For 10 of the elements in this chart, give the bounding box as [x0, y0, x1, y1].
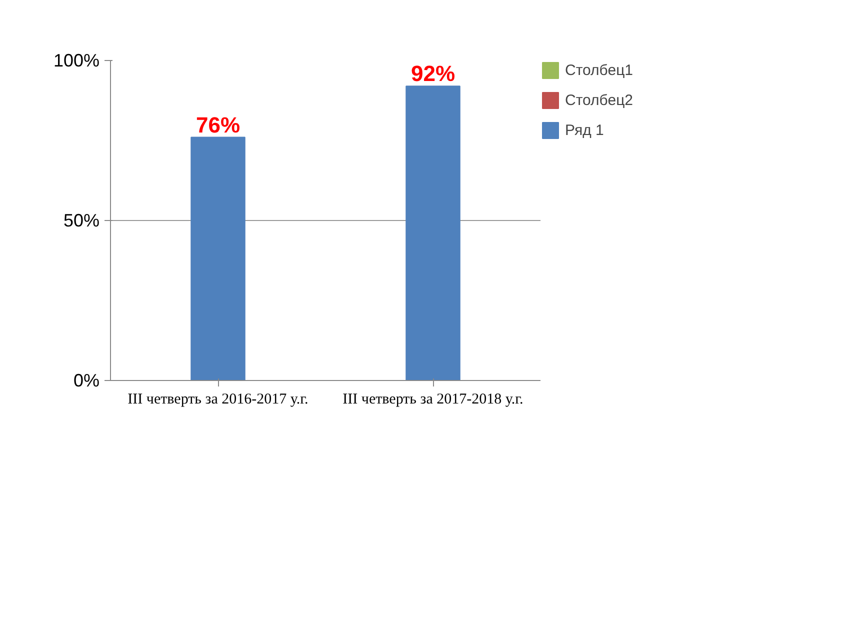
x-tick-label: III четверть за 2016-2017 у.г.: [128, 392, 308, 408]
legend-label: Ряд 1: [565, 122, 604, 138]
y-tick-label: 0%: [73, 370, 100, 390]
data-label: 92%: [410, 61, 456, 86]
y-tick-label: 100%: [53, 50, 100, 70]
y-tick-label: 50%: [63, 210, 100, 230]
legend-label: Столбец2: [565, 92, 633, 108]
legend-label: Столбец1: [565, 62, 633, 78]
x-tick-label: III четверть за 2017-2018 у.г.: [342, 392, 524, 408]
data-label: 76%: [196, 112, 240, 138]
